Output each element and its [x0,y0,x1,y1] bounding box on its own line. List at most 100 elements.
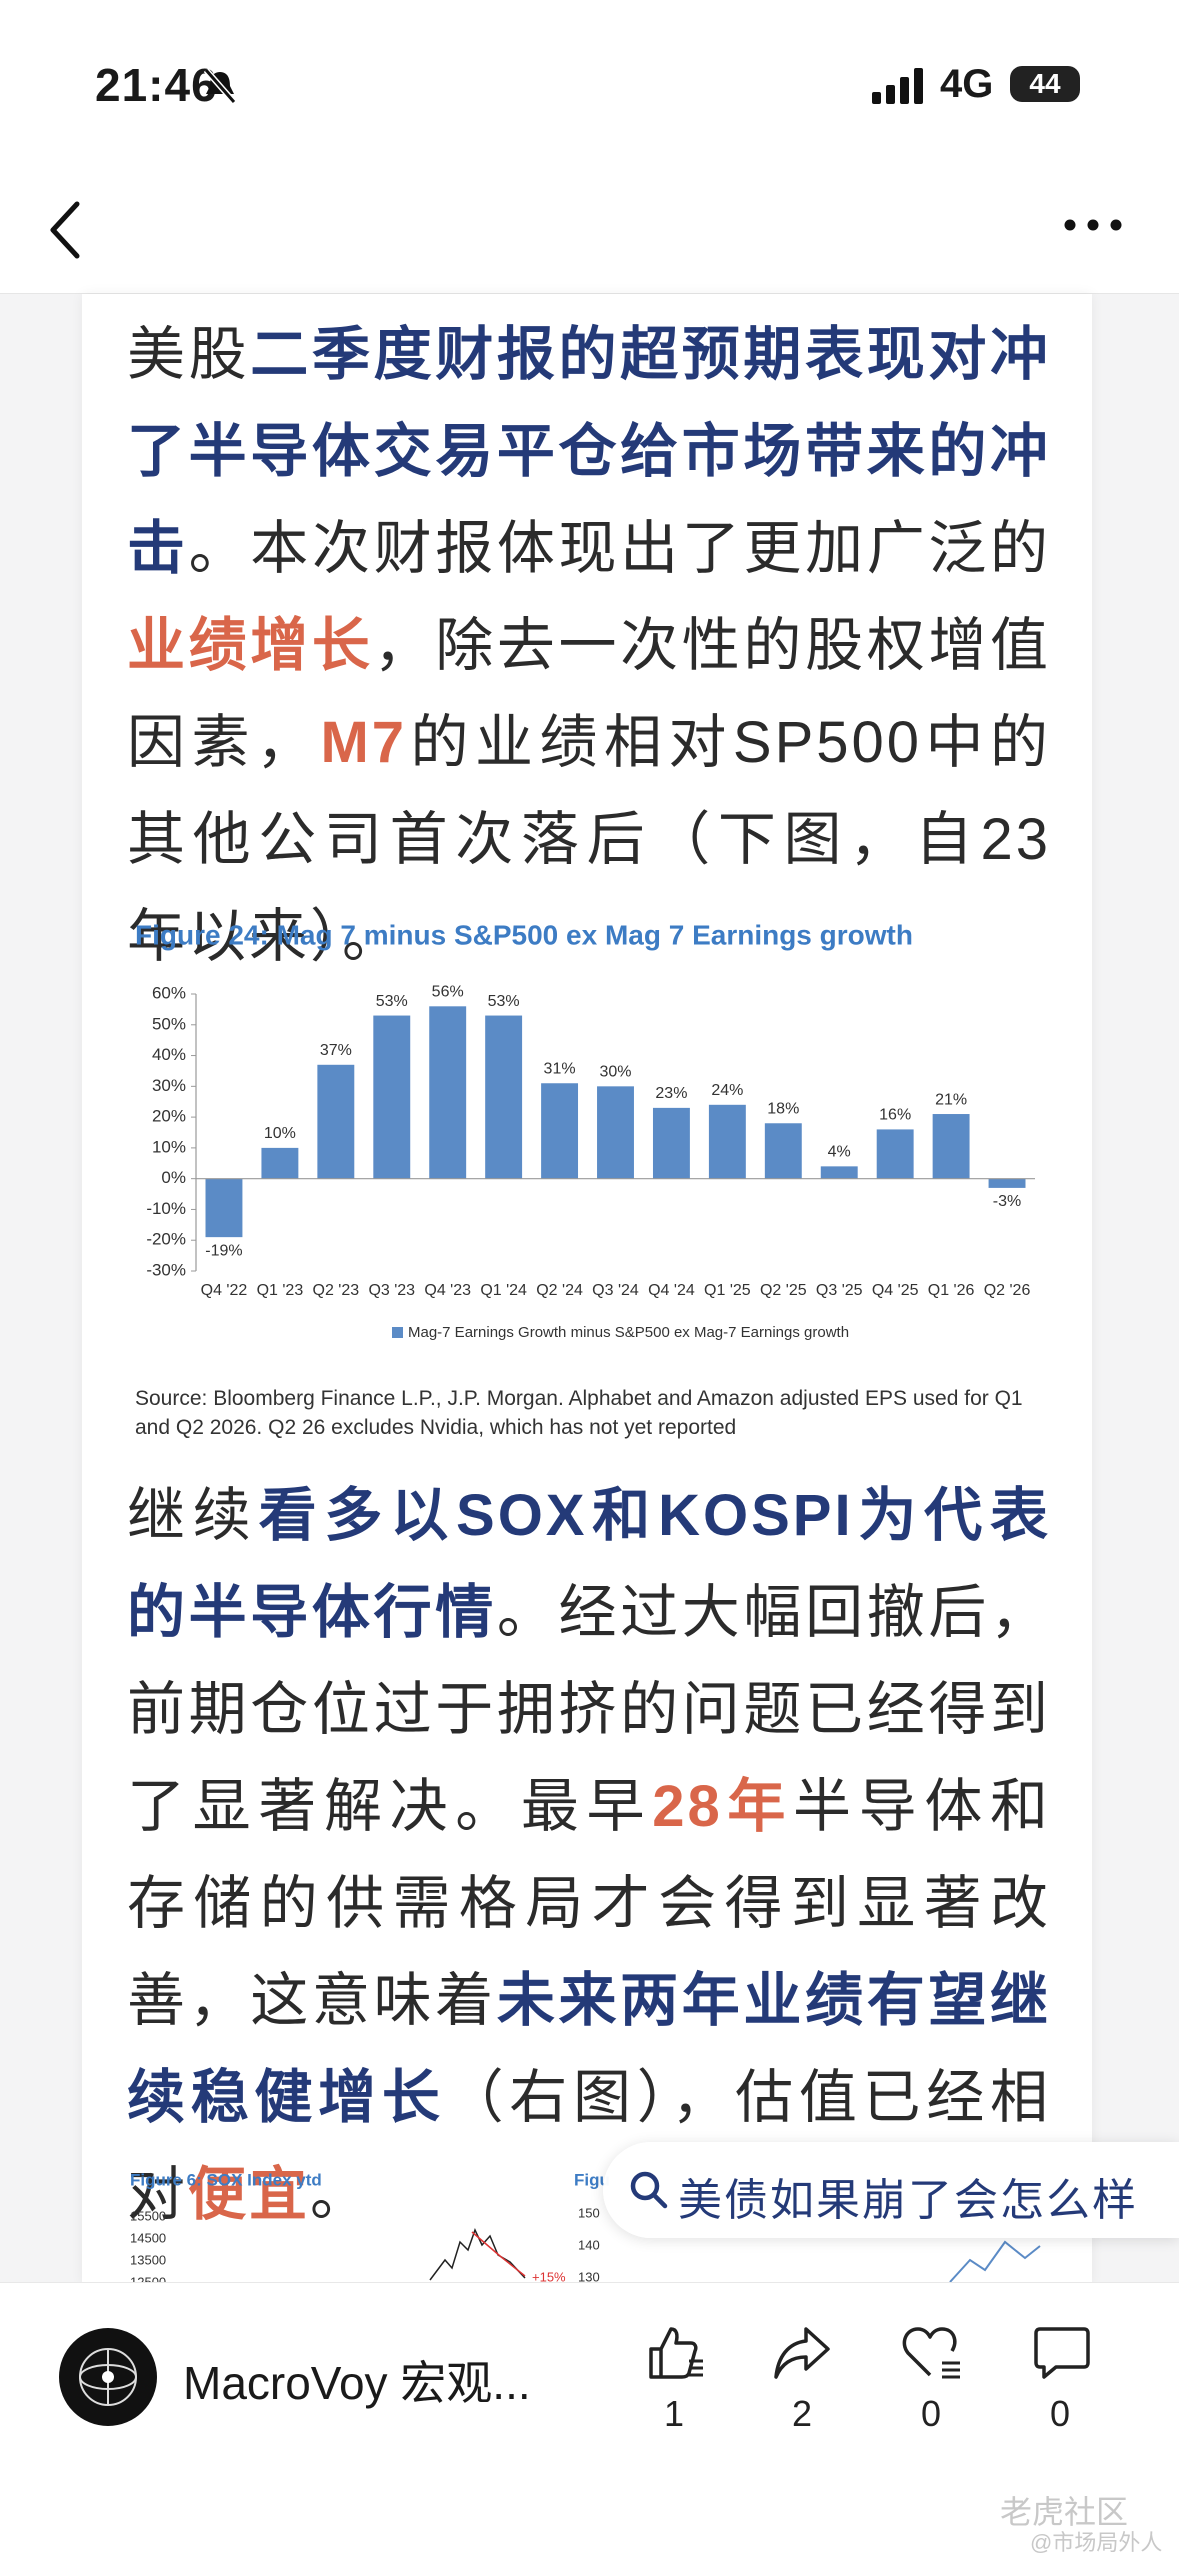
bar [541,1083,579,1179]
data-label: -3% [993,1193,1021,1210]
watermark-handle: @市场局外人 [1030,2530,1163,2555]
bar [876,1129,914,1179]
y-tick-label: 20% [152,1107,186,1126]
preview-trend [471,2231,526,2277]
preview-tick: 150 [578,2205,600,2220]
search-query: 美债如果崩了会怎么样 [678,2176,1138,2225]
preview-line [949,2240,1041,2282]
paragraph: 美股二季度财报的超预期表现对冲了半导体交易平仓给市场带来的冲击。本次财报体现出了… [127,306,1051,985]
data-label: 21% [935,1091,967,1108]
x-tick-label: Q1 '25 [704,1282,751,1299]
mute-icon [203,68,237,104]
bar [485,1015,523,1179]
text-segment: 未来两年业绩有望继续稳健增长 [127,1968,1051,2130]
favorite-button[interactable] [900,2323,962,2383]
bar [820,1166,858,1179]
bar [317,1064,355,1179]
x-tick-label: Q3 '24 [592,1282,639,1299]
footer-bar: MacroVoy 宏观... 1 2 0 0 老虎社区 @市场局外人 [0,2282,1179,2557]
preview-tick: 140 [578,2237,600,2252]
back-button[interactable] [45,200,85,260]
like-button[interactable] [645,2323,705,2383]
bar [652,1107,690,1179]
preview-tick: 12500 [130,2274,166,2282]
author-name[interactable]: MacroVoy 宏观... [183,2357,531,2409]
preview-tick: 14500 [130,2230,166,2245]
data-label: 16% [879,1107,911,1124]
text-segment: 28年 [652,1774,794,1839]
watermark-brand: 老虎社区 [1000,2494,1129,2530]
chart-title: Figure 24: Mag 7 minus S&P500 ex Mag 7 E… [135,919,913,950]
data-label: 53% [376,993,408,1010]
y-tick-label: 60% [152,983,186,1002]
legend-label: Mag-7 Earnings Growth minus S&P500 ex Ma… [408,1324,849,1341]
network-type: 4G [940,62,994,106]
data-label: 10% [264,1125,296,1142]
article-card [82,294,1092,2284]
bar [429,1006,467,1179]
bar [205,1178,243,1238]
y-tick-label: 30% [152,1076,186,1095]
share-button[interactable] [772,2323,832,2383]
chart: Figure 24: Mag 7 minus S&P500 ex Mag 7 E… [135,919,1035,1341]
share-count: 2 [791,2393,813,2434]
preview-tick: 13500 [130,2252,166,2267]
like-count: 1 [663,2393,685,2434]
battery: 44 [1010,66,1080,102]
comment-count: 0 [1049,2393,1071,2434]
status-bar: 21:46 4G 44 [0,0,1179,160]
preview-tick: 130 [578,2269,600,2282]
text-segment: 半导体和存储的供需格局才会得到显著改善，这意味着 [127,1774,1051,2033]
x-tick-label: Q4 '22 [201,1282,248,1299]
x-tick-label: Q4 '24 [648,1282,695,1299]
chart-source: Source: Bloomberg Finance L.P., J.P. Mor… [135,1387,1023,1439]
comment-button[interactable] [1032,2323,1092,2383]
more-button[interactable] [1060,215,1130,235]
x-tick-label: Q3 '25 [816,1282,863,1299]
bar [764,1123,802,1179]
y-tick-label: -30% [146,1260,186,1279]
y-tick-label: 0% [161,1168,186,1187]
text-segment: M7 [320,710,408,775]
text-segment: ，除去一次性的股权增值因素， [127,613,1051,775]
y-tick-label: 40% [152,1045,186,1064]
search-suggestion[interactable]: 美债如果崩了会怎么样 [603,2142,1179,2238]
text-segment: 。 [310,2162,372,2227]
data-label: 24% [711,1082,743,1099]
preview-annotation: +15% [532,2269,566,2282]
bar [261,1147,299,1179]
legend-swatch [392,1327,403,1338]
data-label: -19% [205,1242,242,1259]
x-tick-label: Q4 '25 [872,1282,919,1299]
signal-icon [872,68,923,104]
y-tick-label: -20% [146,1230,186,1249]
data-label: 18% [767,1100,799,1117]
bar [373,1015,411,1179]
preview-title: Figu [574,2170,610,2189]
text-segment: 。本次财报体现出了更加广泛的 [188,516,1051,581]
nav-bar [0,160,1179,294]
text-segment: 便宜 [188,2162,311,2227]
data-label: 53% [488,993,520,1010]
x-tick-label: Q2 '24 [536,1282,583,1299]
data-label: 4% [828,1144,851,1161]
figure-preview: Figure 6: SOX Index ytd Figu 15500 14500 1… [130,2170,1041,2282]
text-segment: 业绩增长 [127,613,374,678]
preview-title: Figure 6: SOX Index ytd [130,2170,322,2189]
text-segment: （右图），估值已经相对 [127,2065,1051,2227]
bar [988,1178,1026,1188]
search-icon [630,2171,668,2209]
text-segment: 美股 [127,322,251,387]
x-tick-label: Q1 '23 [257,1282,304,1299]
text-segment: 看多以SOX和KOSPI为代表的半导体行情 [127,1483,1051,1645]
text-segment: 二季度财报的超预期表现对冲了半导体交易平仓给市场带来的冲击 [127,322,1051,581]
y-tick-label: -10% [146,1199,186,1218]
author-avatar[interactable] [58,2327,158,2427]
data-label: 23% [655,1085,687,1102]
data-label: 56% [432,984,464,1001]
paragraph: 继续看多以SOX和KOSPI为代表的半导体行情。经过大幅回撤后，前期仓位过于拥挤… [127,1467,1051,2243]
text-segment: 。经过大幅回撤后，前期仓位过于拥挤的问题已经得到了显著解决。最早 [127,1580,1051,1839]
x-tick-label: Q3 '23 [368,1282,415,1299]
x-tick-label: Q2 '23 [313,1282,360,1299]
